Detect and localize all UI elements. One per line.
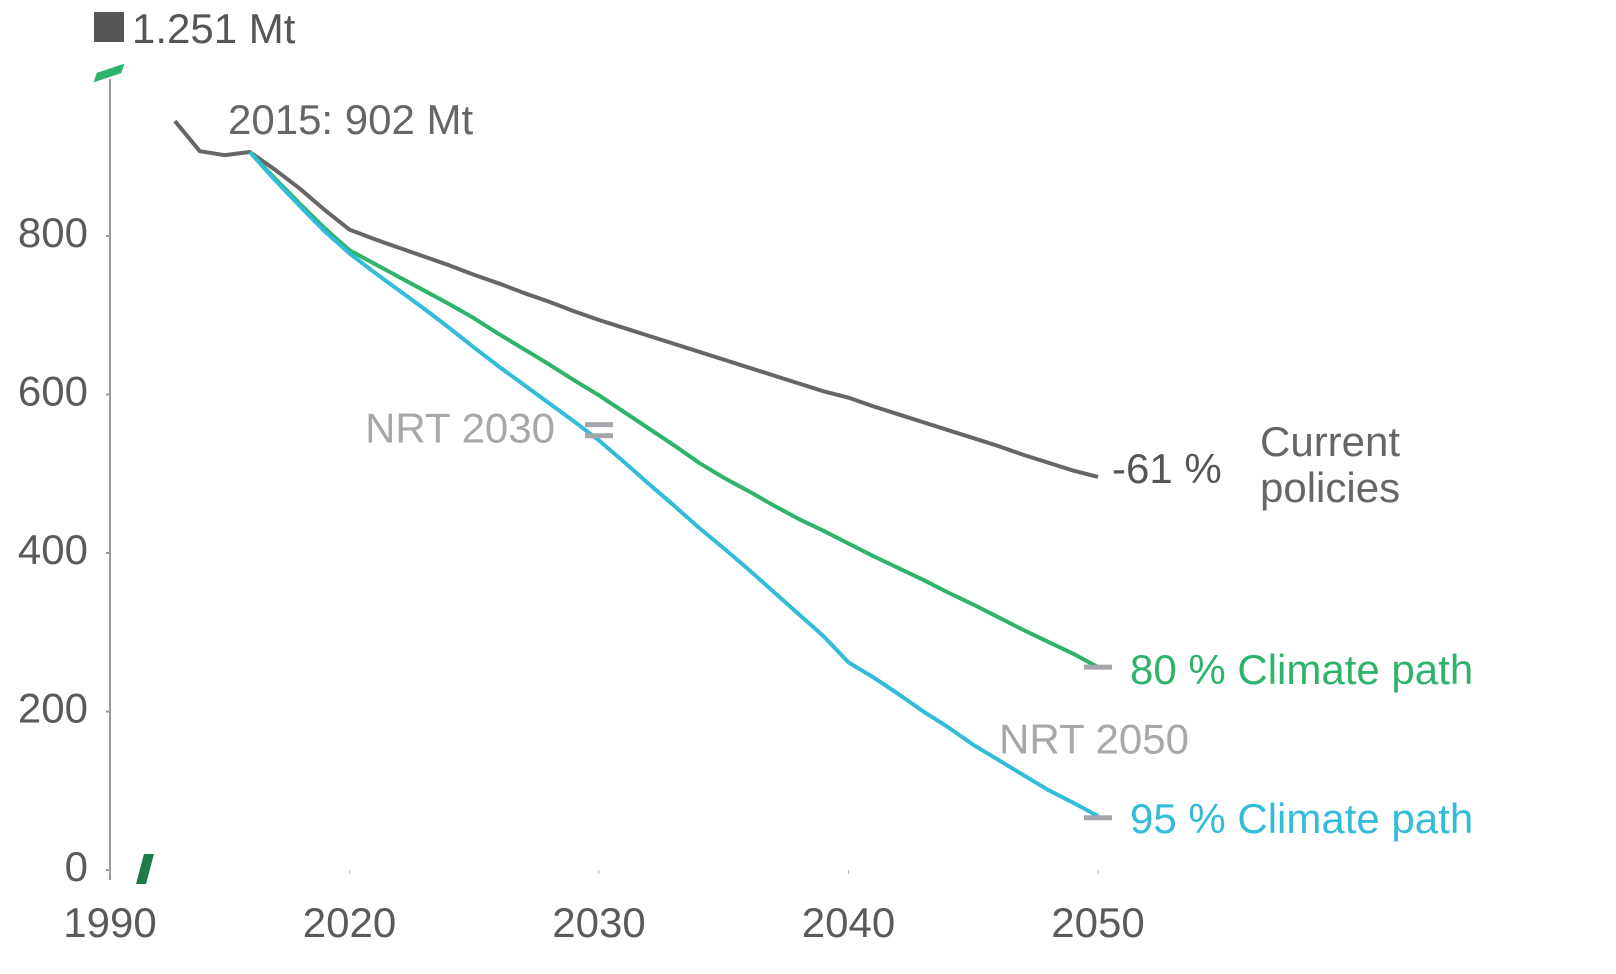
x-tick-label: 2030: [552, 899, 645, 946]
series-line: [248, 150, 1099, 669]
series-line: [248, 150, 1099, 818]
series-label: 80 % Climate path: [1130, 646, 1473, 693]
target-label: NRT 2030: [365, 405, 555, 452]
base-marker: [94, 12, 124, 42]
series-label: Current policies: [1260, 417, 1401, 511]
y-tick-label: 400: [18, 526, 88, 573]
annotation: 2015: 902 Mt: [228, 96, 474, 143]
annotation: -61 %: [1112, 445, 1222, 492]
y-tick-label: 0: [65, 843, 88, 890]
series-line: [173, 119, 1099, 479]
x-tick-label: 1990: [63, 899, 156, 946]
x-tick-label: 2020: [303, 899, 396, 946]
annotation: 1.251 Mt: [132, 5, 296, 52]
y-tick-label: 600: [18, 368, 88, 415]
y-tick-label: 200: [18, 685, 88, 732]
series-label: 95 % Climate path: [1130, 795, 1473, 842]
x-tick-label: 2050: [1051, 899, 1144, 946]
y-axis-break: [90, 60, 128, 86]
target-label: NRT 2050: [999, 716, 1189, 763]
y-tick-label: 800: [18, 209, 88, 256]
x-axis-break: [136, 854, 154, 884]
x-tick-label: 2040: [802, 899, 895, 946]
